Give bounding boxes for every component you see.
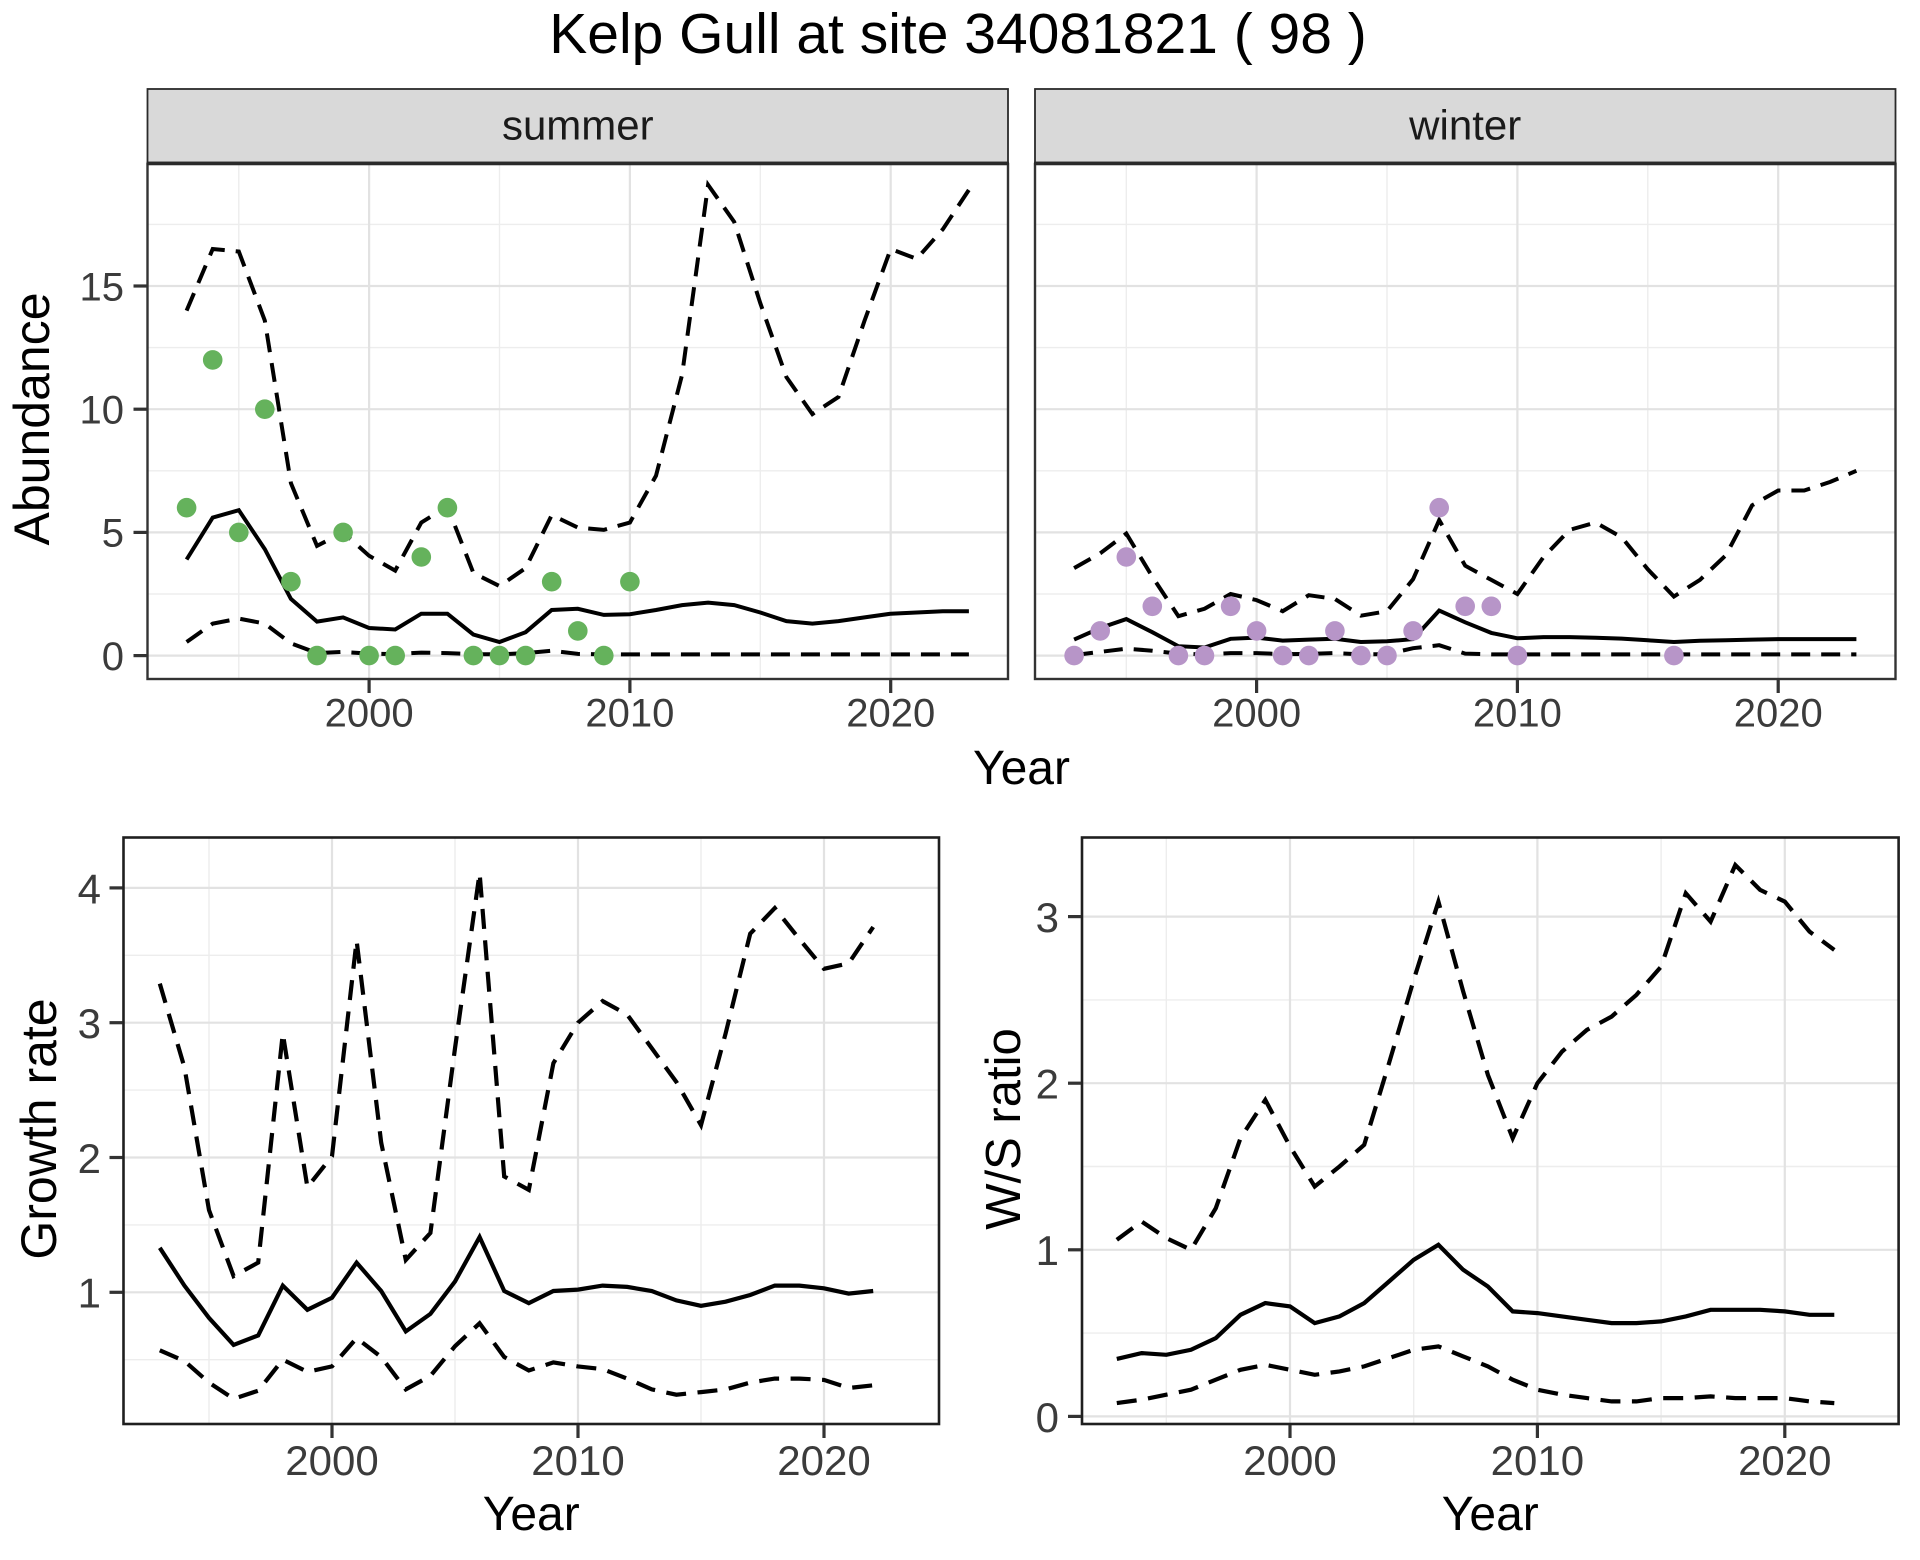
svg-text:Kelp Gull at site 34081821 ( 9: Kelp Gull at site 34081821 ( 98 ) — [549, 2, 1367, 66]
svg-text:Year: Year — [483, 1488, 580, 1541]
svg-text:2000: 2000 — [1243, 1437, 1336, 1484]
svg-text:2020: 2020 — [777, 1437, 870, 1484]
svg-text:2010: 2010 — [1491, 1437, 1584, 1484]
svg-text:15: 15 — [80, 265, 125, 309]
svg-text:3: 3 — [78, 1000, 101, 1047]
svg-text:0: 0 — [102, 635, 124, 679]
svg-text:2000: 2000 — [1212, 692, 1301, 736]
svg-text:2020: 2020 — [1738, 1437, 1831, 1484]
svg-text:1: 1 — [1036, 1227, 1059, 1274]
svg-text:Year: Year — [973, 742, 1070, 795]
svg-text:Year: Year — [1442, 1488, 1539, 1541]
svg-text:10: 10 — [80, 389, 125, 433]
svg-text:2000: 2000 — [285, 1437, 378, 1484]
svg-text:2: 2 — [1036, 1061, 1059, 1108]
svg-text:2020: 2020 — [1734, 692, 1823, 736]
svg-text:5: 5 — [102, 512, 124, 556]
svg-text:2000: 2000 — [325, 692, 414, 736]
svg-text:winter: winter — [1408, 102, 1521, 149]
svg-text:summer: summer — [502, 102, 654, 149]
svg-text:2010: 2010 — [531, 1437, 624, 1484]
svg-text:2: 2 — [78, 1135, 101, 1182]
svg-text:W/S ratio: W/S ratio — [977, 1028, 1031, 1229]
svg-text:0: 0 — [1036, 1394, 1059, 1441]
svg-text:2010: 2010 — [1473, 692, 1562, 736]
svg-text:1: 1 — [78, 1270, 101, 1317]
svg-text:2020: 2020 — [846, 692, 935, 736]
svg-text:3: 3 — [1036, 894, 1059, 941]
svg-text:Abundance: Abundance — [4, 292, 60, 545]
svg-text:Growth rate: Growth rate — [11, 998, 67, 1259]
svg-text:4: 4 — [78, 865, 101, 912]
svg-text:2010: 2010 — [585, 692, 674, 736]
